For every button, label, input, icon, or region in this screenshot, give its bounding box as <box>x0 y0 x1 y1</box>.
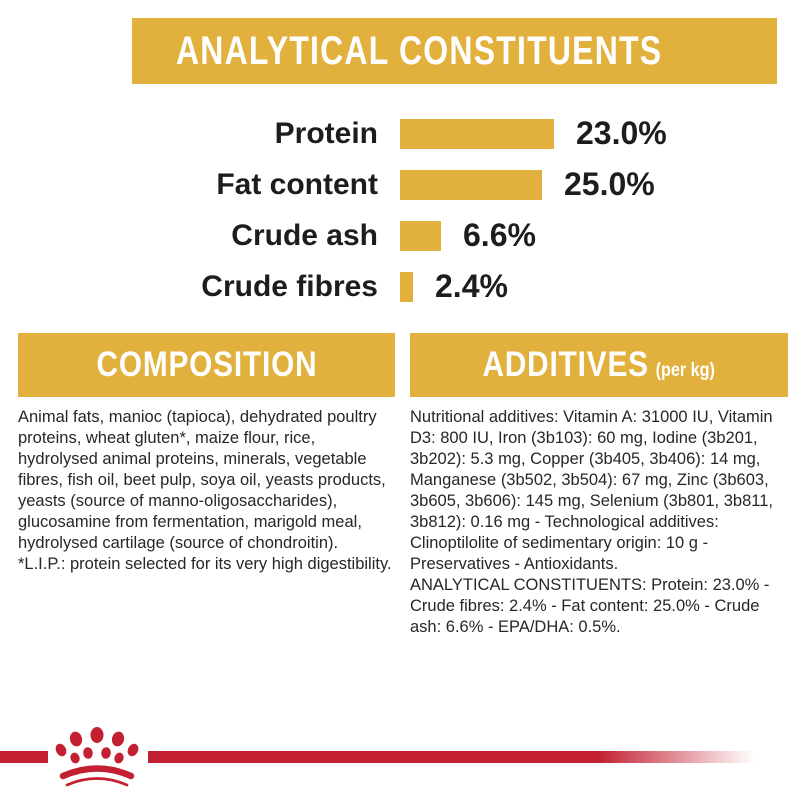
nutrient-value: 23.0% <box>576 115 667 151</box>
nutrient-label: Fat content <box>216 167 378 201</box>
analytical-constituents-banner: ANALYTICAL CONSTITUENTS <box>132 18 777 84</box>
nutrient-value: 2.4% <box>435 268 508 304</box>
analytical-summary: ANALYTICAL CONSTITUENTS: Protein: 23.0% … <box>410 576 770 636</box>
composition-text: Animal fats, manioc (tapioca), dehydrate… <box>18 407 395 575</box>
composition-banner: COMPOSITION <box>18 333 395 397</box>
nutrient-value: 25.0% <box>564 166 655 202</box>
nutrient-bar <box>400 220 441 251</box>
royal-canin-crown-icon <box>55 727 139 787</box>
nutrient-chart: Protein 23.0% Fat content 25.0% Crude as… <box>0 108 800 312</box>
additives-per-kg-label: (per kg) <box>655 360 716 381</box>
chart-row: Crude ash 6.6% <box>0 210 800 261</box>
chart-row: Fat content 25.0% <box>0 159 800 210</box>
nutrient-bar <box>400 118 554 149</box>
composition-paragraph: Animal fats, manioc (tapioca), dehydrate… <box>18 408 386 552</box>
brand-stripe-left <box>0 751 48 763</box>
composition-footnote: *L.I.P.: protein selected for its very h… <box>18 555 392 573</box>
composition-title: COMPOSITION <box>96 345 317 384</box>
additives-title: ADDITIVES <box>482 345 650 384</box>
nutrient-bar <box>400 169 542 200</box>
additives-text: Nutritional additives: Vitamin A: 31000 … <box>410 407 794 638</box>
page-title: ANALYTICAL CONSTITUENTS <box>176 28 663 73</box>
nutrient-label: Protein <box>274 116 378 150</box>
brand-stripe-right <box>148 751 800 763</box>
nutrient-value: 6.6% <box>463 217 536 253</box>
additives-paragraph: Nutritional additives: Vitamin A: 31000 … <box>410 408 773 573</box>
nutrient-bar <box>400 271 413 302</box>
chart-row: Crude fibres 2.4% <box>0 261 800 312</box>
chart-row: Protein 23.0% <box>0 108 800 159</box>
composition-title-wrap: COMPOSITION <box>96 345 317 385</box>
additives-banner: ADDITIVES (per kg) <box>410 333 788 397</box>
nutrient-label: Crude fibres <box>201 269 378 303</box>
additives-title-wrap: ADDITIVES (per kg) <box>483 345 715 385</box>
nutrient-label: Crude ash <box>231 218 378 252</box>
